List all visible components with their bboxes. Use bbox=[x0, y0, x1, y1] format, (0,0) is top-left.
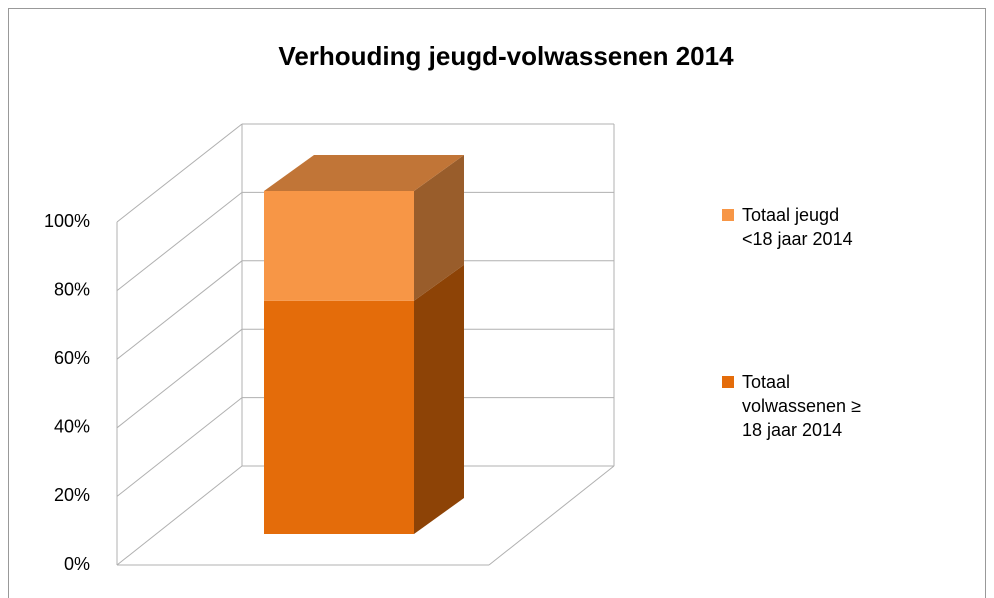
legend-label: Totaal jeugd <18 jaar 2014 bbox=[742, 205, 853, 249]
grid-line bbox=[116, 465, 243, 566]
bar-segment bbox=[264, 300, 414, 534]
legend-swatch bbox=[722, 376, 734, 388]
bar-top bbox=[264, 155, 464, 191]
grid-line bbox=[116, 328, 243, 429]
y-tick-label: 20% bbox=[54, 485, 90, 505]
bar-side bbox=[414, 155, 464, 301]
chart-title: Verhouding jeugd-volwassenen 2014 bbox=[278, 41, 734, 71]
floor-edge bbox=[488, 465, 615, 566]
legend-label: Totaal volwassenen ≥ 18 jaar 2014 bbox=[742, 372, 861, 440]
grid-line bbox=[116, 123, 243, 223]
grid-line bbox=[116, 192, 243, 291]
y-tick-label: 40% bbox=[54, 417, 90, 437]
bar-segment bbox=[264, 191, 414, 301]
grid-line bbox=[116, 260, 243, 360]
y-tick-label: 60% bbox=[54, 348, 90, 368]
bar-side bbox=[414, 264, 464, 534]
chart-frame bbox=[8, 8, 986, 598]
y-tick-label: 100% bbox=[44, 211, 90, 231]
y-tick-label: 80% bbox=[54, 279, 90, 299]
y-tick-label: 0% bbox=[64, 554, 90, 574]
grid-line bbox=[116, 397, 243, 497]
legend-swatch bbox=[722, 209, 734, 221]
